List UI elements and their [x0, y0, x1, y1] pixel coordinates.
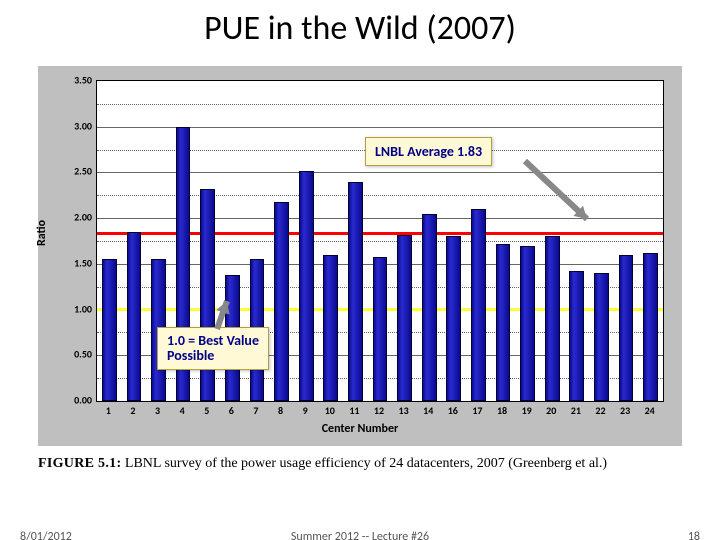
x-tick-label: 22 — [595, 404, 605, 417]
bar — [471, 209, 486, 401]
gridline-minor — [97, 104, 663, 105]
x-tick-label: 18 — [497, 404, 507, 417]
x-tick-label: 21 — [571, 404, 581, 417]
figure-label: FIGURE 5.1: — [38, 456, 121, 471]
x-tick-label: 13 — [399, 404, 409, 417]
x-tick-label: 7 — [253, 404, 258, 417]
y-tick-label: 3.50 — [60, 74, 92, 87]
x-tick-label: 10 — [325, 404, 335, 417]
bar — [274, 202, 289, 401]
x-tick-label: 8 — [278, 404, 283, 417]
bar — [299, 171, 314, 401]
y-tick-label: 3.00 — [60, 119, 92, 132]
x-tick-label: 12 — [374, 404, 384, 417]
bar — [102, 259, 117, 401]
figure-caption: FIGURE 5.1: LBNL survey of the power usa… — [38, 456, 682, 472]
figure-text: LBNL survey of the power usage efficienc… — [125, 456, 607, 471]
bar — [422, 214, 437, 401]
bar — [127, 232, 142, 401]
bar — [373, 257, 388, 401]
bar — [594, 273, 609, 401]
x-tick-label: 3 — [155, 404, 160, 417]
chart-plot-area: LNBL Average 1.83 1.0 = Best ValuePossibl… — [96, 80, 664, 402]
bar — [446, 236, 461, 401]
x-tick-label: 1 — [106, 404, 111, 417]
footer-page: 18 — [688, 530, 700, 540]
y-tick-label: 0.50 — [60, 348, 92, 361]
y-tick-label: 1.00 — [60, 302, 92, 315]
y-tick-label: 2.50 — [60, 165, 92, 178]
y-axis-label: Ratio — [35, 220, 49, 246]
x-tick-label: 11 — [349, 404, 359, 417]
bar — [397, 235, 412, 401]
y-tick-label: 2.00 — [60, 211, 92, 224]
bar — [569, 271, 584, 401]
y-tick-label: 0.00 — [60, 394, 92, 407]
bar — [496, 244, 511, 401]
bar — [619, 255, 634, 401]
annotation-box: LNBL Average 1.83 — [365, 137, 492, 166]
x-tick-label: 17 — [472, 404, 482, 417]
slide: PUE in the Wild (2007) Ratio LNBL Averag… — [0, 0, 720, 540]
x-tick-label: 5 — [204, 404, 209, 417]
x-tick-label: 6 — [229, 404, 234, 417]
annotation-box: 1.0 = Best ValuePossible — [157, 327, 269, 370]
x-tick-label: 9 — [303, 404, 308, 417]
bar — [348, 182, 363, 401]
x-tick-label: 16 — [448, 404, 458, 417]
x-tick-label: 4 — [180, 404, 185, 417]
x-tick-label: 24 — [645, 404, 655, 417]
bar — [643, 253, 658, 401]
chart-container: Ratio LNBL Average 1.83 1.0 = Best ValueP… — [38, 66, 682, 446]
footer-course: Summer 2012 -- Lecture #26 — [20, 530, 700, 540]
x-tick-label: 20 — [546, 404, 556, 417]
bar — [545, 236, 560, 401]
slide-title: PUE in the Wild (2007) — [0, 8, 720, 49]
bar — [520, 246, 535, 401]
bar — [323, 255, 338, 401]
x-tick-label: 14 — [423, 404, 433, 417]
x-tick-label: 19 — [522, 404, 532, 417]
x-tick-label: 23 — [620, 404, 630, 417]
y-tick-label: 1.50 — [60, 256, 92, 269]
x-tick-label: 2 — [130, 404, 135, 417]
x-axis-label: Center Number — [38, 422, 682, 436]
